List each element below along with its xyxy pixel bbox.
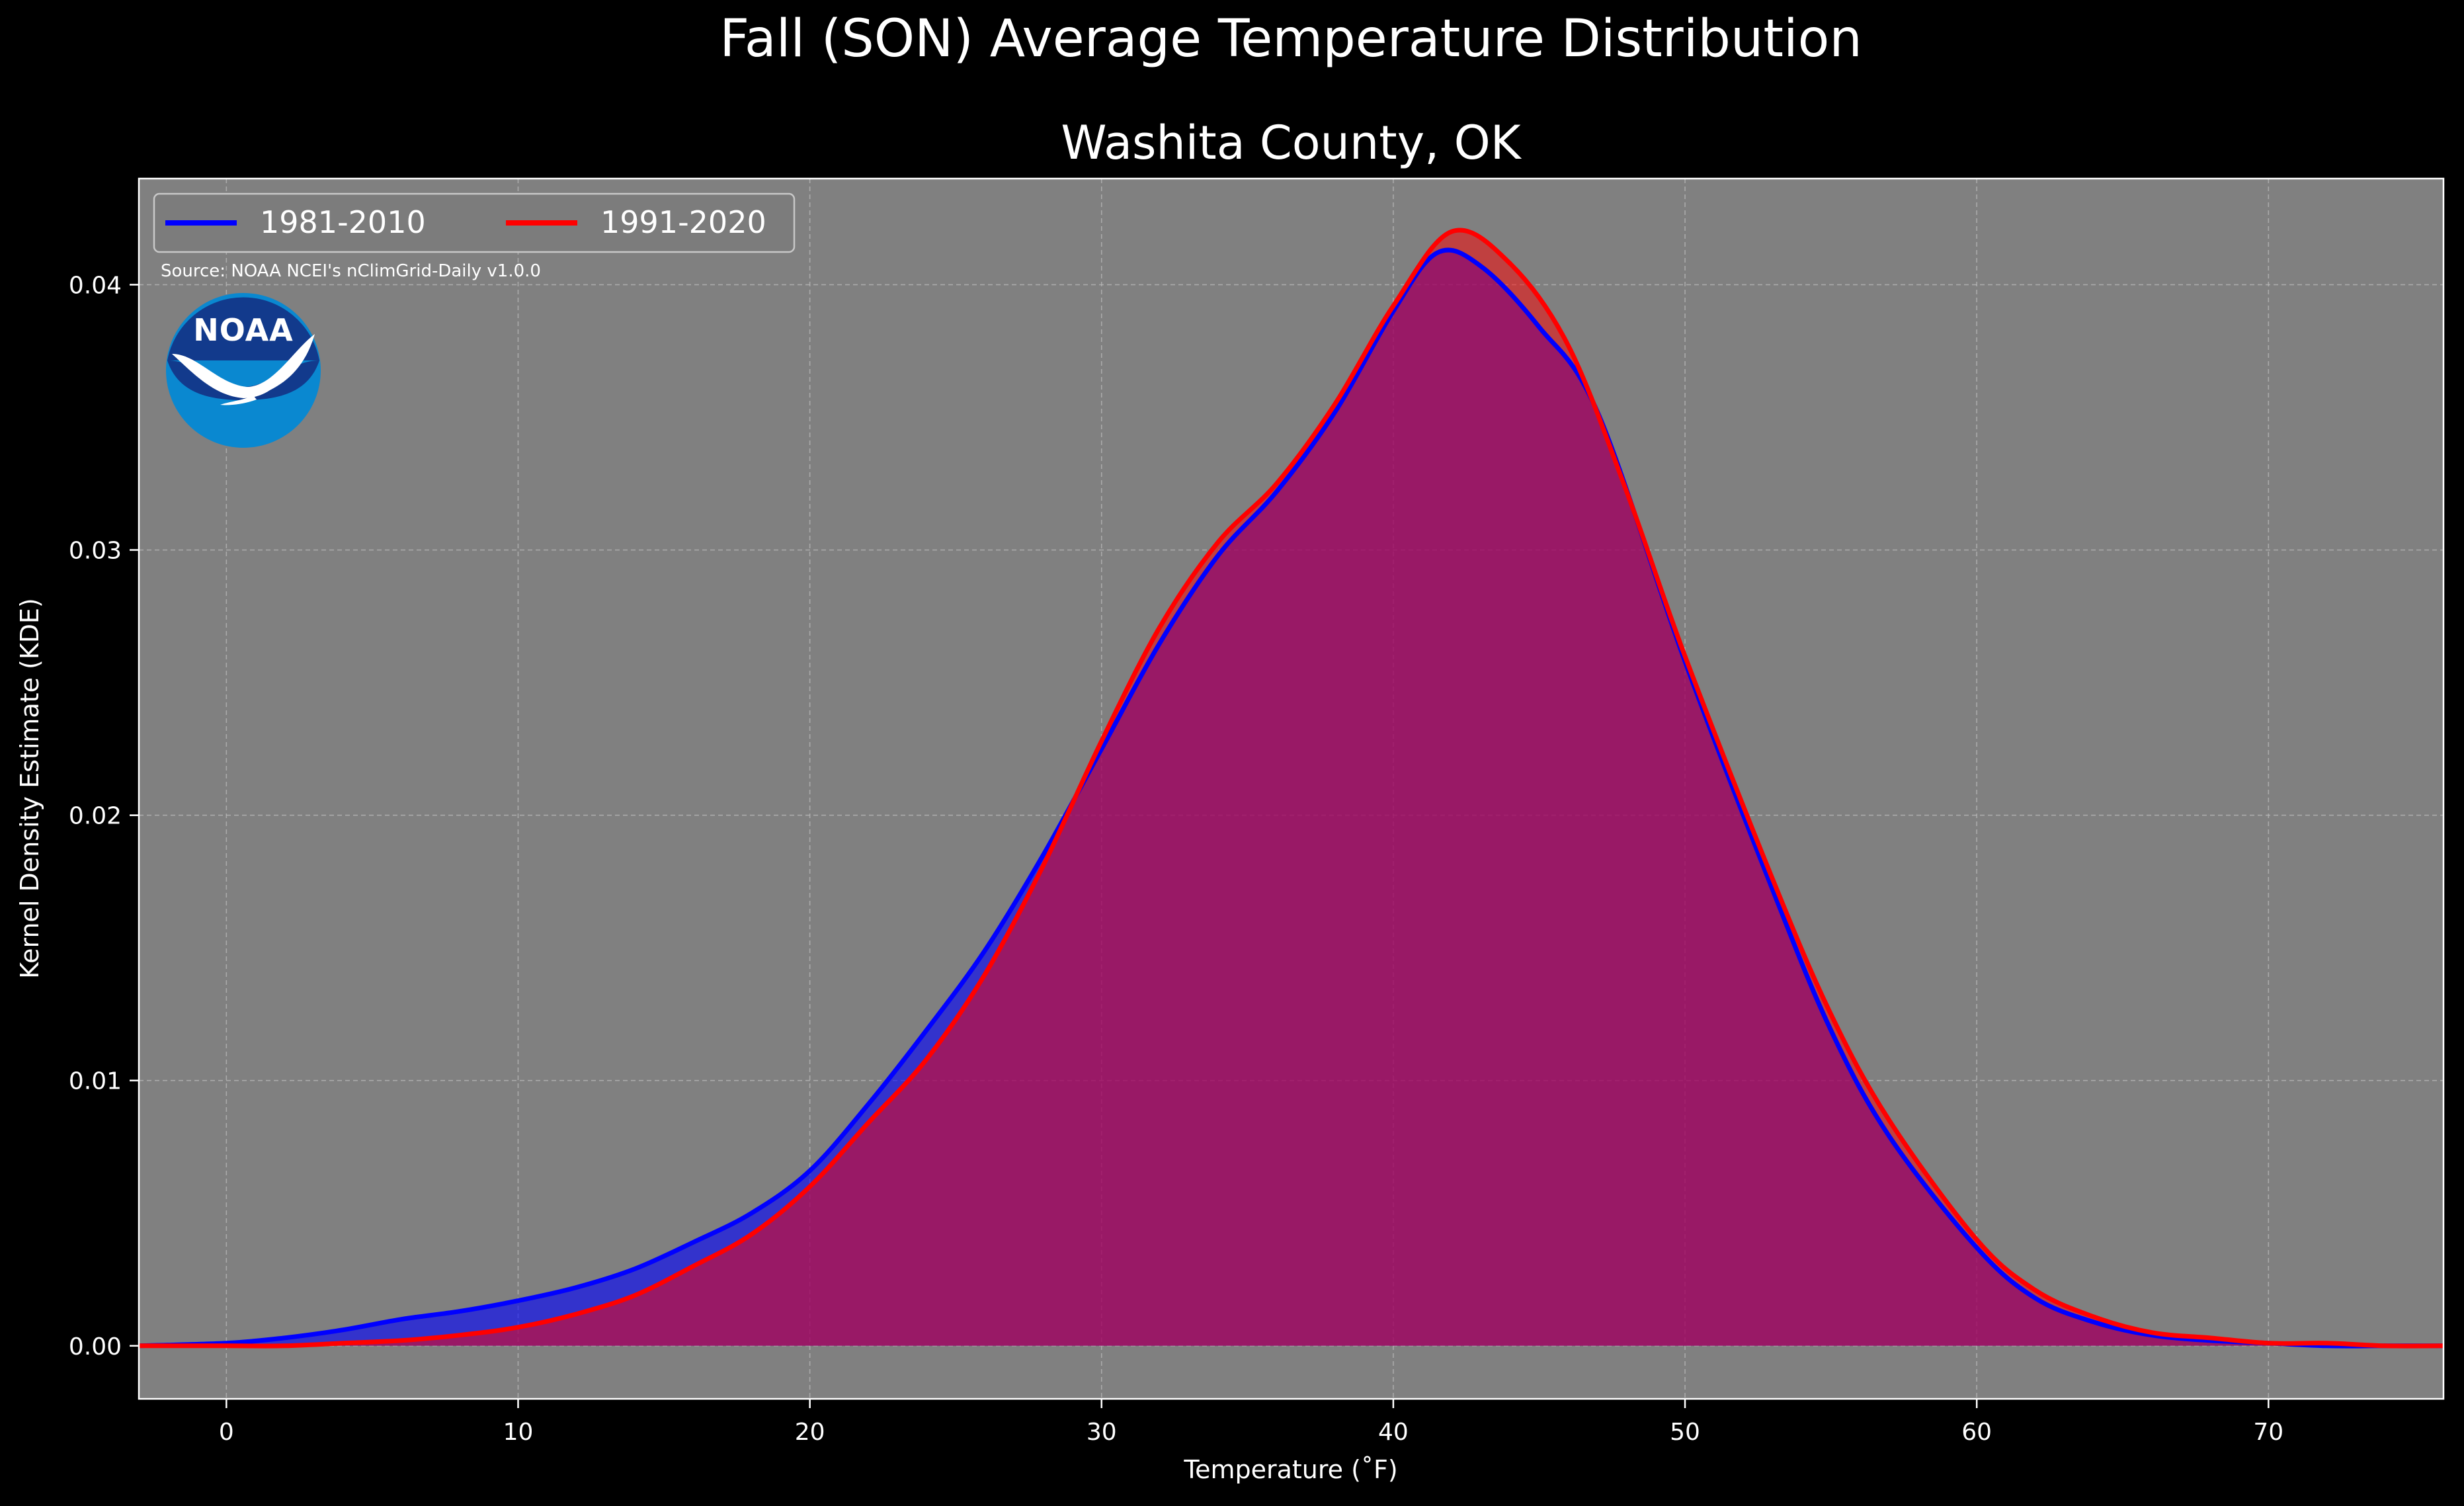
noaa-logo-icon: NOAA: [166, 293, 321, 448]
plot-frame: [138, 177, 2445, 1400]
y-tick-label: 0.03: [69, 538, 122, 565]
source-annotation: Source: NOAA NCEI's nClimGrid-Daily v1.0…: [161, 261, 541, 281]
chart-subtitle: Washita County, OK: [1061, 116, 1522, 170]
y-tick-label: 0.04: [69, 272, 122, 299]
y-axis-label: Kernel Density Estimate (KDE): [15, 598, 44, 979]
x-tick-label: 60: [1961, 1419, 1992, 1446]
x-tick-label: 40: [1378, 1419, 1409, 1446]
series-area-1991-2020: [139, 230, 2443, 1347]
legend-label-1981-2010: 1981-2010: [260, 204, 426, 240]
x-tick-label: 0: [219, 1419, 234, 1446]
y-tick-label: 0.00: [69, 1333, 122, 1360]
y-tick-label: 0.02: [69, 803, 122, 830]
x-axis-label: Temperature (˚F): [1183, 1455, 1397, 1484]
x-tick-label: 70: [2253, 1419, 2283, 1446]
chart-title: Fall (SON) Average Temperature Distribut…: [719, 9, 1862, 69]
axes: 0 10 20 30 40 50 60 70 0.00 0.01 0.02 0.03 0.04: [69, 272, 2283, 1446]
legend-box: [153, 192, 796, 253]
series-line-1991-2020: [139, 228, 2444, 1349]
legend-label-1991-2020: 1991-2020: [600, 204, 766, 240]
series-layer: [138, 228, 2444, 1349]
legend: 1981-2010 1991-2020: [153, 192, 796, 253]
x-tick-label: 30: [1087, 1419, 1117, 1446]
series-line-1981-2010: [138, 247, 2443, 1349]
x-tick-label: 20: [795, 1419, 825, 1446]
y-tick-label: 0.01: [69, 1068, 122, 1095]
x-tick-label: 10: [503, 1419, 534, 1446]
noaa-logo-text: NOAA: [193, 312, 294, 348]
x-tick-label: 50: [1670, 1419, 1700, 1446]
